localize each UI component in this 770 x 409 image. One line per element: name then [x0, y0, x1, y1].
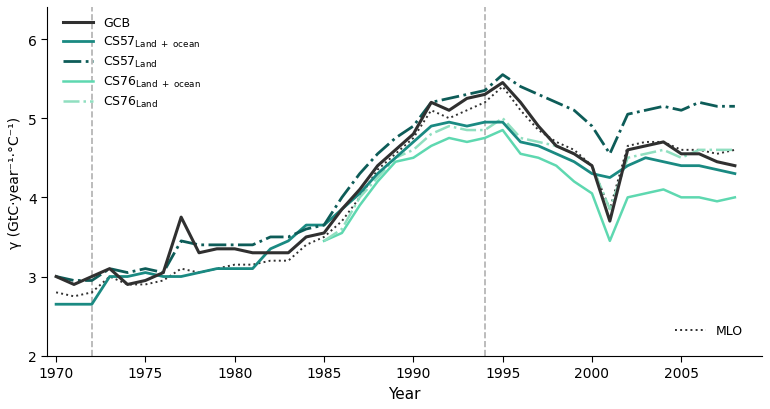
Legend: MLO: MLO — [670, 320, 748, 343]
X-axis label: Year: Year — [388, 386, 420, 401]
Y-axis label: γ (GtC·year⁻¹·°C⁻¹): γ (GtC·year⁻¹·°C⁻¹) — [8, 116, 22, 248]
